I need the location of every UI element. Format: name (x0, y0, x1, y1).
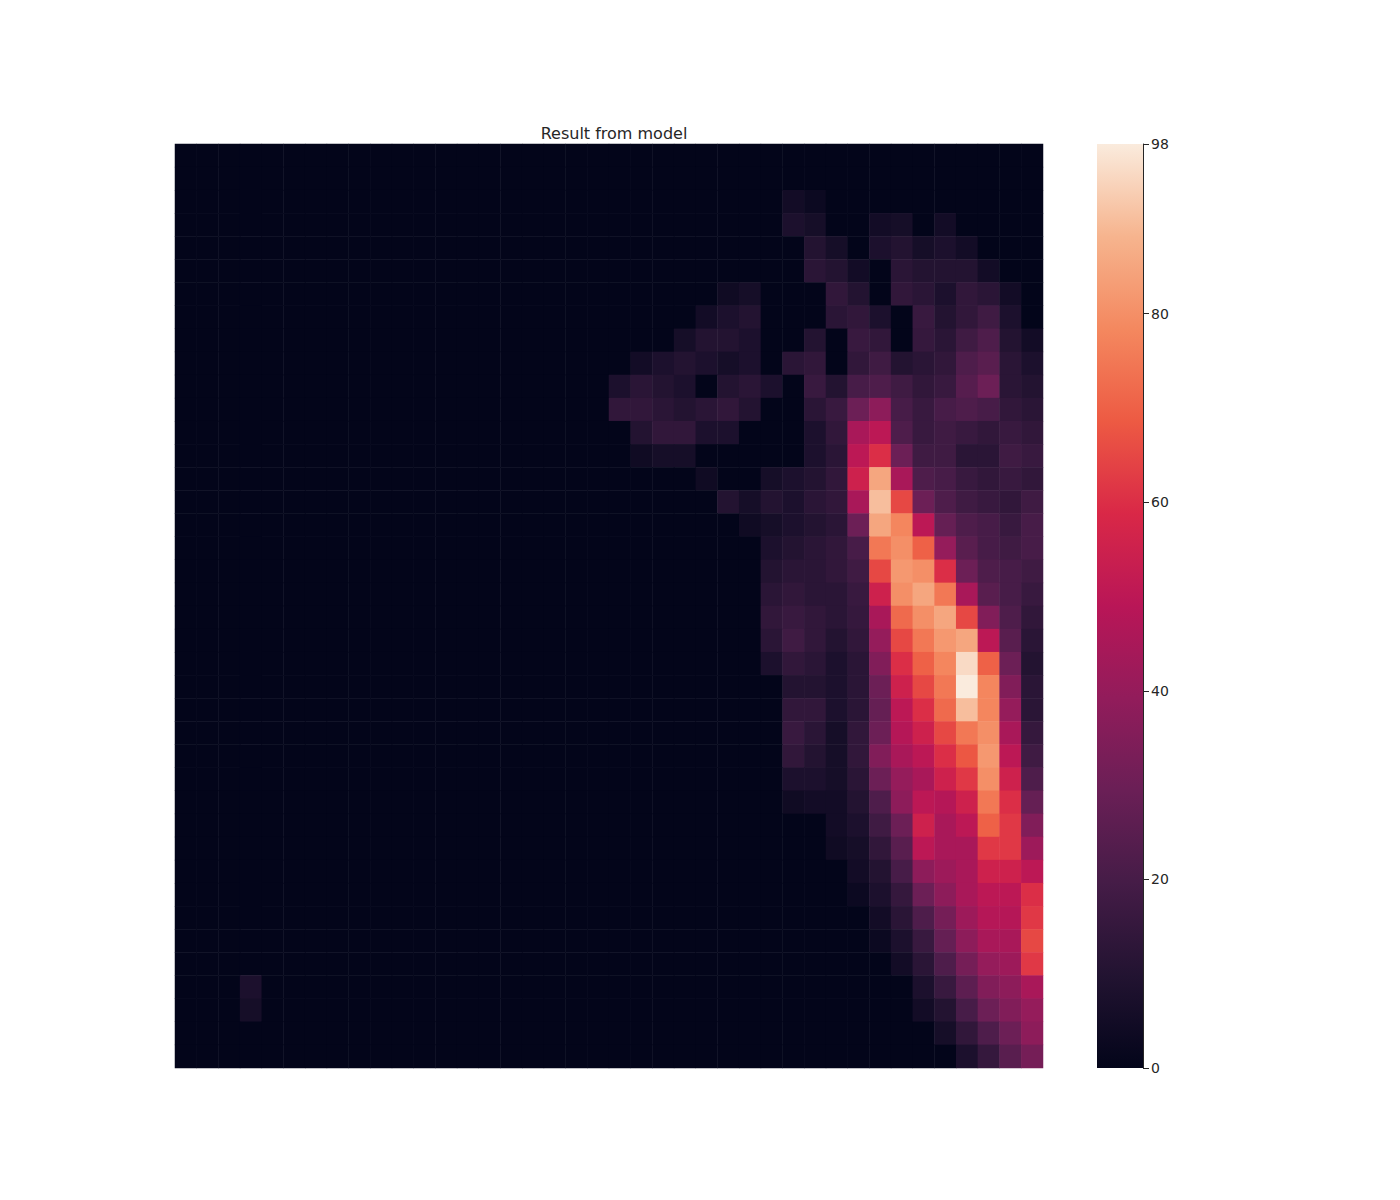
svg-text:0: 0 (1151, 1060, 1160, 1076)
svg-text:Result from model: Result from model (541, 124, 688, 143)
svg-text:20: 20 (1151, 871, 1169, 887)
svg-text:40: 40 (1151, 683, 1169, 699)
svg-text:60: 60 (1151, 494, 1169, 510)
svg-text:98: 98 (1151, 136, 1169, 152)
svg-text:80: 80 (1151, 306, 1169, 322)
